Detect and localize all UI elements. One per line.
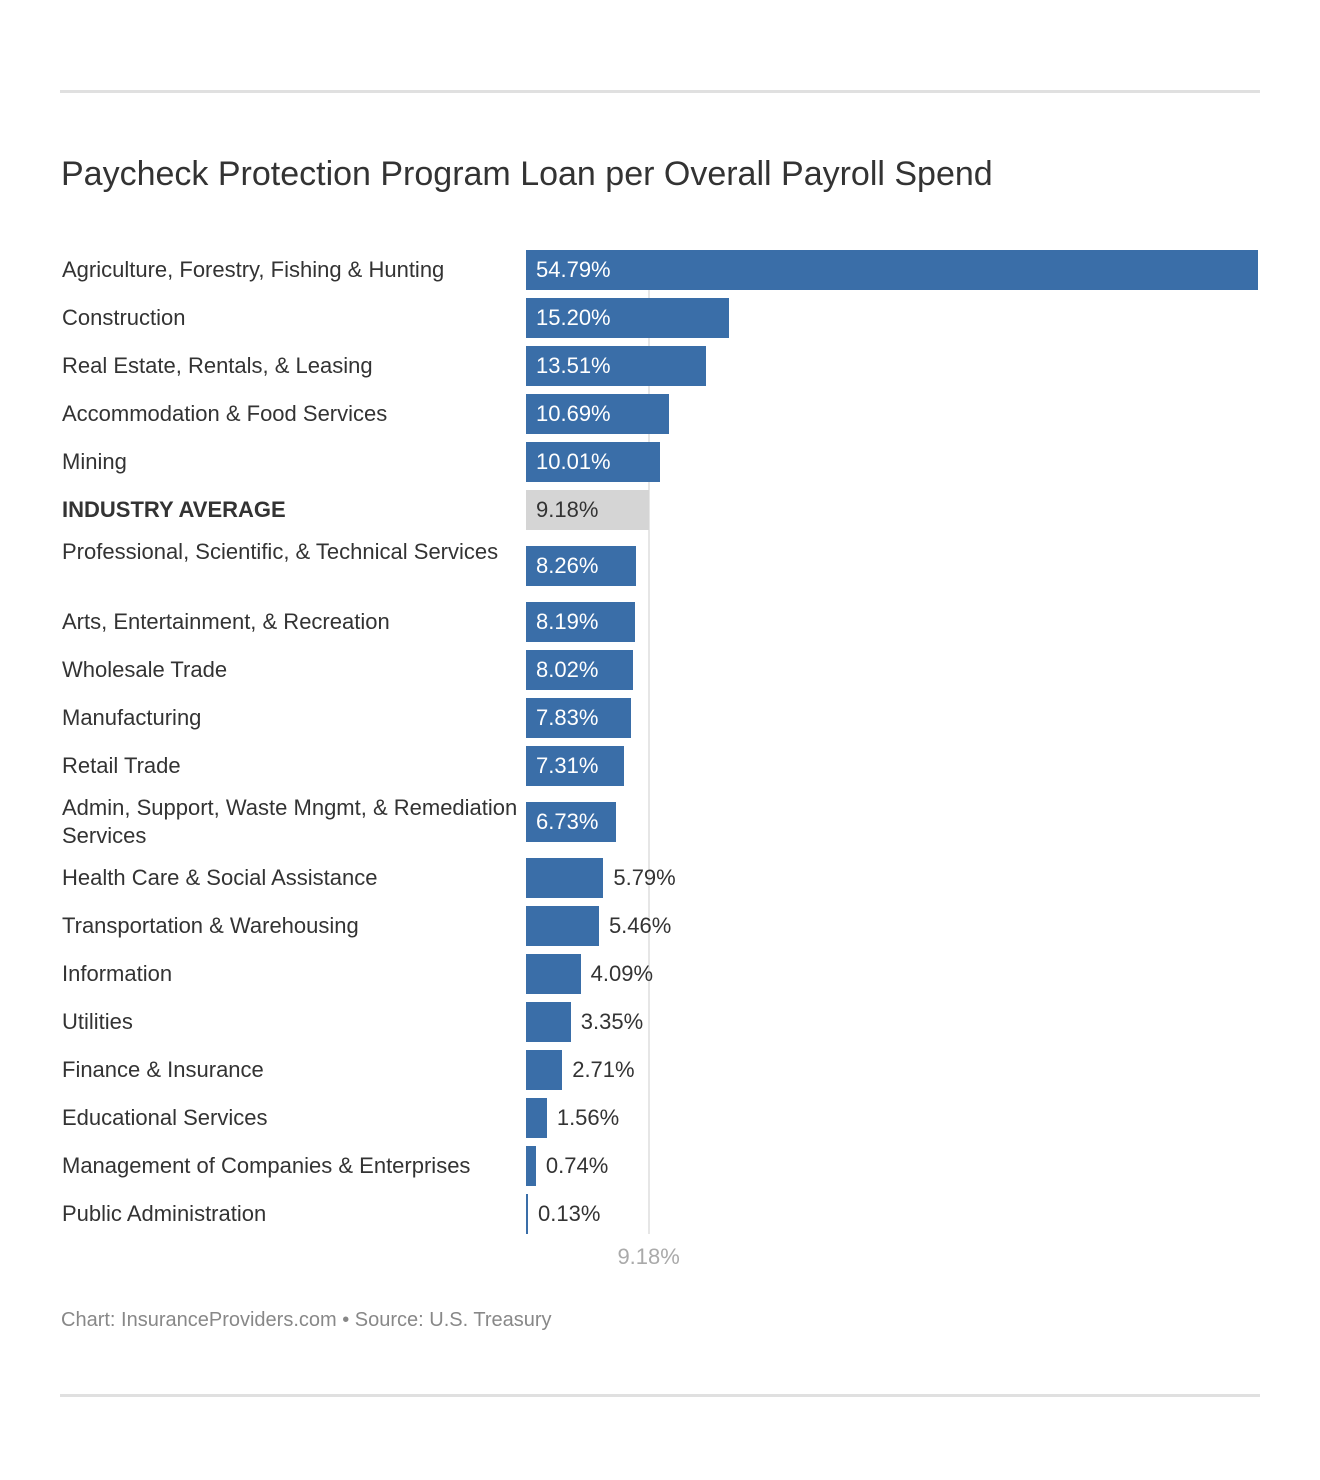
chart-footer: Chart: InsuranceProviders.com • Source: … [61, 1309, 552, 1331]
category-label: Construction [62, 305, 186, 330]
category-label: Educational Services [62, 1105, 268, 1130]
bar [526, 1002, 571, 1042]
value-label: 9.18% [536, 497, 599, 522]
bar-chart: 9.18% Agriculture, Forestry, Fishing & H… [62, 250, 1258, 1269]
bar [526, 650, 634, 690]
bar [526, 746, 624, 786]
category-label: Retail Trade [62, 753, 181, 778]
category-label: Manufacturing [62, 705, 202, 730]
bar [526, 250, 1258, 290]
bar [526, 1050, 563, 1090]
value-label: 5.79% [613, 865, 676, 890]
bar [526, 346, 707, 386]
category-label: INDUSTRY AVERAGE [62, 497, 286, 522]
category-label: Wholesale Trade [62, 657, 228, 682]
category-label: Real Estate, Rentals, & Leasing [62, 353, 373, 378]
bar [526, 442, 660, 482]
bar [526, 906, 599, 946]
category-label: Finance & Insurance [62, 1057, 264, 1082]
category-label: Admin, Support, Waste Mngmt, & Remediati… [62, 795, 518, 848]
value-label: 8.19% [536, 609, 599, 634]
chart-title: Paycheck Protection Program Loan per Ove… [61, 155, 993, 193]
category-label: Professional, Scientific, & Technical Se… [62, 539, 499, 564]
average-reference-label: 9.18% [617, 1244, 680, 1269]
bar [526, 298, 730, 338]
category-label: Mining [62, 449, 127, 474]
category-label: Health Care & Social Assistance [62, 865, 378, 890]
value-label: 1.56% [556, 1105, 620, 1130]
category-label: Utilities [62, 1009, 133, 1034]
bottom-divider [60, 1394, 1260, 1397]
value-label: 10.69% [536, 401, 611, 426]
value-label: 0.74% [545, 1153, 609, 1178]
value-label: 0.13% [538, 1201, 601, 1226]
bar [526, 1098, 547, 1138]
value-label: 2.71% [572, 1057, 635, 1082]
value-label: 7.31% [536, 753, 599, 778]
category-label: Information [62, 961, 173, 986]
category-label: Public Administration [62, 1201, 267, 1226]
value-label: 54.79% [536, 257, 611, 282]
value-label: 8.02% [536, 657, 599, 682]
bar [526, 698, 631, 738]
category-label: Transportation & Warehousing [62, 913, 359, 938]
bar [526, 1146, 536, 1186]
category-label: Agriculture, Forestry, Fishing & Hunting [62, 257, 445, 282]
average-reference-line [647, 250, 650, 1234]
value-label: 8.26% [536, 553, 599, 578]
bar [526, 602, 636, 642]
bar [526, 802, 616, 842]
bar [526, 546, 637, 586]
category-label: Arts, Entertainment, & Recreation [62, 609, 390, 634]
top-divider [60, 90, 1260, 93]
category-label: Management of Companies & Enterprises [62, 1153, 471, 1178]
value-label: 7.83% [536, 705, 599, 730]
average-bar [526, 490, 649, 530]
bar [526, 394, 669, 434]
bar [526, 1194, 528, 1234]
value-label: 4.09% [590, 961, 654, 986]
value-label: 5.46% [608, 913, 672, 938]
bar [526, 954, 581, 994]
value-label: 15.20% [536, 305, 611, 330]
value-label: 10.01% [536, 449, 611, 474]
value-label: 13.51% [536, 353, 611, 378]
value-label: 6.73% [536, 809, 599, 834]
value-label: 3.35% [580, 1009, 644, 1034]
bar [526, 858, 604, 898]
category-label: Accommodation & Food Services [62, 401, 388, 426]
